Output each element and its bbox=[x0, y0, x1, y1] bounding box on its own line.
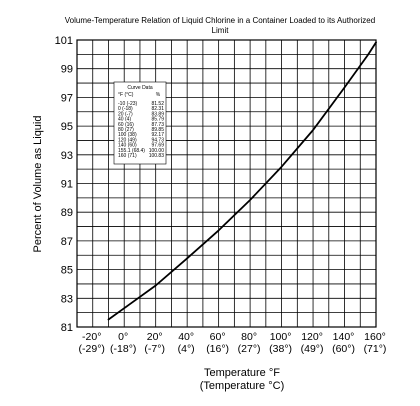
legend-row-temperature: 160 (71) bbox=[118, 153, 137, 159]
x-tick-label-c: (49°) bbox=[301, 343, 324, 355]
legend-row-temperature: 20 (-7) bbox=[118, 111, 133, 117]
y-axis-label: Percent of Volume as Liquid bbox=[32, 116, 44, 253]
legend-row-temperature: 60 (16) bbox=[118, 122, 134, 128]
x-tick-label-f: 160° bbox=[364, 331, 386, 343]
x-tick-label-f: 60° bbox=[210, 331, 226, 343]
legend-row-percent: 85.79 bbox=[151, 117, 164, 123]
x-tick-label-c: (60°) bbox=[332, 343, 355, 355]
legend-header-temp: °F (°C) bbox=[118, 92, 134, 98]
x-tick-label-f: 40° bbox=[178, 331, 194, 343]
x-tick-label-c: (71°) bbox=[364, 343, 387, 355]
x-tick-label-c: (-18°) bbox=[110, 343, 136, 355]
legend-row-percent: 82.31 bbox=[151, 106, 164, 112]
legend-row-percent: 83.89 bbox=[151, 111, 164, 117]
x-tick-label-f: 20° bbox=[147, 331, 163, 343]
chart-title: Volume-Temperature Relation of Liquid Ch… bbox=[64, 16, 376, 35]
legend-row-temperature: 120 (49) bbox=[118, 137, 137, 143]
y-tick-label: 87 bbox=[61, 236, 73, 248]
legend-rows: -10 (-23) 81.52 0 (-18) 82.31 20 (-7) 83.89 40… bbox=[118, 101, 164, 159]
legend-title: Curve Data bbox=[127, 85, 153, 91]
x-tick-label-c: (16°) bbox=[206, 343, 229, 355]
y-tick-label: 83 bbox=[61, 293, 73, 305]
legend-row-temperature: 155.1 (68.4) bbox=[118, 148, 145, 154]
x-axis-label-celsius: (Temperature °C) bbox=[200, 380, 284, 392]
x-tick-label-f: 140° bbox=[333, 331, 355, 343]
x-tick-label-c: (27°) bbox=[238, 343, 261, 355]
legend-row-temperature: 140 (60) bbox=[118, 143, 137, 149]
legend-row-percent: 89.85 bbox=[151, 127, 164, 133]
x-tick-label-c: (-29°) bbox=[79, 343, 105, 355]
x-tick-label-f: 120° bbox=[301, 331, 323, 343]
legend-row-percent: 87.73 bbox=[151, 122, 164, 128]
y-tick-label: 101 bbox=[55, 35, 73, 47]
y-tick-label: 85 bbox=[61, 265, 73, 277]
x-tick-labels: -20°(-29°) 0°(-18°) 20°(-7°) 40°(4°) 60°(16°… bbox=[79, 331, 387, 355]
legend-row-temperature: 40 (4) bbox=[118, 117, 131, 123]
x-tick-label-f: -20° bbox=[82, 331, 101, 343]
legend-row-percent: 100.00 bbox=[149, 148, 165, 154]
y-tick-label: 97 bbox=[61, 92, 73, 104]
y-tick-label: 99 bbox=[61, 64, 73, 76]
y-tick-label: 81 bbox=[61, 322, 73, 334]
legend-box bbox=[113, 81, 167, 165]
legend-row-temperature: 80 (27) bbox=[118, 127, 134, 133]
x-tick-label-c: (38°) bbox=[269, 343, 292, 355]
x-tick-label-f: 80° bbox=[241, 331, 257, 343]
legend-row-percent: 100.83 bbox=[149, 153, 165, 159]
x-tick-label-c: (-7°) bbox=[144, 343, 165, 355]
legend-row-percent: 97.69 bbox=[151, 143, 164, 149]
legend-row-temperature: 100 (38) bbox=[118, 132, 137, 138]
legend-row-temperature: -10 (-23) bbox=[118, 101, 138, 107]
y-tick-label: 95 bbox=[61, 121, 73, 133]
legend-row-percent: 94.73 bbox=[151, 137, 164, 143]
y-tick-labels: 81 83 85 87 89 91 93 95 97 99 101 bbox=[55, 35, 73, 334]
legend-header-percent: % bbox=[156, 92, 161, 98]
x-tick-label-f: 100° bbox=[270, 331, 292, 343]
legend-row-temperature: 0 (-18) bbox=[118, 106, 133, 112]
series-line bbox=[107, 41, 377, 321]
legend-row-percent: 92.17 bbox=[151, 132, 164, 138]
legend-row-percent: 81.52 bbox=[151, 101, 164, 107]
x-tick-label-f: 0° bbox=[118, 331, 128, 343]
y-tick-label: 89 bbox=[61, 207, 73, 219]
y-tick-label: 93 bbox=[61, 150, 73, 162]
x-tick-label-c: (4°) bbox=[178, 343, 195, 355]
y-tick-label: 91 bbox=[61, 179, 73, 191]
series-layer bbox=[107, 41, 377, 321]
x-axis-label: Temperature °F bbox=[204, 367, 280, 379]
